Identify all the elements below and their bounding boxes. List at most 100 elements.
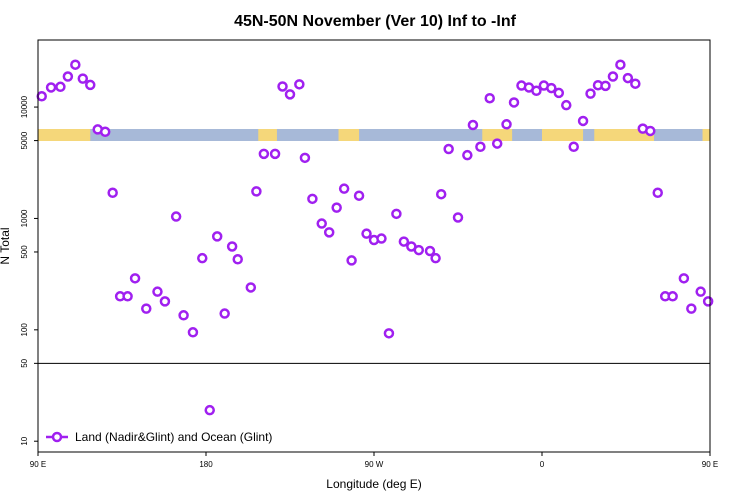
- data-point: [307, 193, 318, 205]
- data-point: [615, 59, 626, 70]
- data-point: [122, 291, 133, 302]
- data-point: [667, 291, 678, 302]
- data-point: [232, 254, 243, 265]
- data-point: [413, 244, 425, 256]
- y-tick-label: 10000: [20, 95, 29, 118]
- y-tick-label: 500: [20, 245, 29, 259]
- data-point: [424, 245, 436, 257]
- data-point: [452, 212, 464, 223]
- data-point: [226, 241, 238, 252]
- data-point: [585, 88, 596, 99]
- data-point: [645, 125, 656, 137]
- data-point: [170, 211, 182, 222]
- y-tick-label: 5000: [20, 131, 29, 149]
- data-point: [316, 218, 327, 229]
- data-point: [77, 73, 89, 84]
- data-point: [62, 71, 74, 82]
- data-point: [678, 273, 690, 284]
- y-tick-label: 1000: [20, 209, 29, 227]
- data-point: [508, 97, 520, 108]
- data-point: [630, 78, 641, 89]
- data-point: [197, 252, 208, 264]
- data-point: [462, 149, 473, 161]
- data-point: [152, 286, 163, 297]
- data-point: [577, 115, 589, 127]
- x-tick-label: 90 E: [30, 460, 46, 469]
- y-tick-label: 50: [20, 358, 29, 367]
- x-axis: 90 E 180 90 W 0 90 E: [30, 452, 718, 469]
- legend-marker: [51, 431, 63, 443]
- data-point: [338, 183, 350, 194]
- data-point: [353, 190, 365, 201]
- data-point: [129, 273, 141, 284]
- data-point: [568, 141, 579, 153]
- land-segment: [38, 129, 91, 141]
- legend-label: Land (Nadir&Glint) and Ocean (Glint): [75, 430, 272, 444]
- data-point: [467, 119, 479, 131]
- data-point: [702, 296, 714, 307]
- data-point: [622, 72, 634, 84]
- land-segment: [338, 129, 360, 141]
- data-point: [36, 91, 47, 102]
- data-point: [383, 328, 395, 339]
- data-point: [652, 187, 663, 199]
- data-point: [277, 81, 288, 92]
- chart-title: 45N-50N November (Ver 10) Inf to -Inf: [234, 13, 517, 30]
- x-tick-label: 90 W: [365, 460, 384, 469]
- data-point: [398, 236, 410, 247]
- x-tick-label: 0: [540, 460, 545, 469]
- data-point: [85, 79, 96, 91]
- legend: Land (Nadir&Glint) and Ocean (Glint): [46, 430, 272, 444]
- data-point: [269, 148, 281, 160]
- data-point: [178, 310, 189, 321]
- data-point: [99, 126, 111, 138]
- x-tick-label: 180: [199, 460, 213, 469]
- x-tick-label: 90 E: [702, 460, 718, 469]
- y-tick-label: 100: [20, 323, 29, 337]
- data-point: [323, 227, 335, 238]
- data-point: [331, 202, 342, 213]
- data-point: [531, 85, 542, 97]
- data-point: [204, 404, 215, 416]
- data-point: [484, 92, 495, 104]
- data-point: [211, 231, 223, 242]
- data-point: [686, 303, 697, 314]
- data-point: [435, 188, 447, 200]
- land-segment: [482, 129, 513, 141]
- data-point: [107, 187, 118, 199]
- data-point: [284, 89, 296, 100]
- data-point: [361, 228, 372, 239]
- data-point: [607, 71, 619, 82]
- data-point: [294, 79, 305, 90]
- data-point: [141, 303, 152, 314]
- data-point: [55, 81, 66, 93]
- data-point: [546, 82, 557, 94]
- data-point: [45, 82, 57, 93]
- data-point: [491, 138, 503, 149]
- data-point: [299, 152, 311, 164]
- data-point: [251, 186, 262, 197]
- x-axis-label: Longitude (deg E): [326, 477, 421, 491]
- data-point: [600, 80, 611, 92]
- data-point: [219, 308, 230, 319]
- data-point: [430, 252, 441, 264]
- land-segment: [702, 129, 710, 141]
- y-axis: 10 50 100 500 1000 5000 10000: [20, 95, 38, 446]
- data-point: [501, 119, 512, 130]
- data-point: [187, 327, 199, 338]
- data-point: [475, 141, 486, 153]
- data-point: [391, 208, 402, 220]
- data-point: [443, 143, 454, 155]
- land-segment: [258, 129, 277, 141]
- y-axis-label: N Total: [0, 227, 12, 264]
- data-point: [561, 99, 572, 111]
- land-segment: [542, 129, 584, 141]
- surface-band: [38, 129, 710, 141]
- data-point: [159, 296, 171, 307]
- data-point: [258, 148, 270, 160]
- data-point: [695, 286, 706, 297]
- data-point: [376, 233, 387, 244]
- y-tick-label: 10: [20, 436, 29, 445]
